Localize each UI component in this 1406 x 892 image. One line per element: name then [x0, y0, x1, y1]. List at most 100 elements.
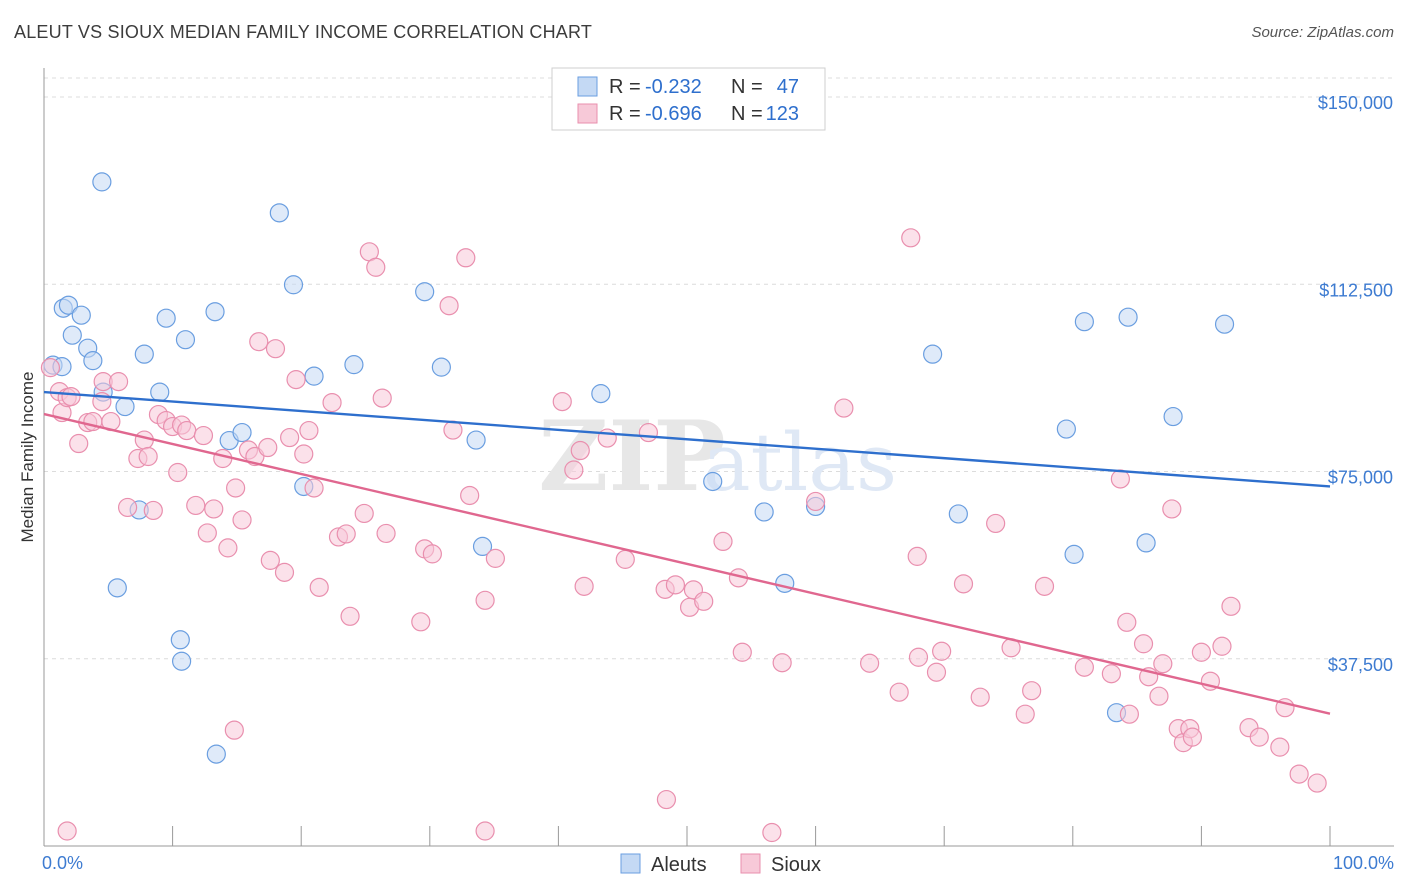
sioux-point — [1015, 704, 1035, 724]
aleuts-point — [172, 651, 192, 671]
sioux-point — [108, 372, 129, 392]
series-legend: Aleuts Sioux — [620, 853, 821, 876]
aleuts-point — [344, 355, 364, 375]
sioux-point — [986, 513, 1006, 534]
watermark-zip: ZIP — [538, 400, 725, 513]
sioux-point — [422, 544, 442, 564]
sioux-point — [1117, 612, 1137, 632]
y-tick-labels: $37,500 $75,000 $112,500 $150,000 — [1318, 93, 1393, 675]
aleuts-point — [923, 344, 943, 364]
aleuts-point — [775, 573, 795, 593]
sioux-point — [456, 248, 476, 268]
sioux-point — [1270, 737, 1290, 757]
legend-bottom-label-aleuts: Aleuts — [651, 854, 707, 876]
aleuts-point — [591, 384, 611, 404]
sioux-point — [40, 358, 61, 378]
aleuts-point — [269, 203, 289, 223]
sioux-point — [615, 549, 635, 569]
sioux-point — [1153, 654, 1173, 674]
sioux-point — [168, 462, 188, 483]
sioux-point — [762, 822, 782, 843]
sioux-point — [265, 339, 286, 359]
sioux-point — [638, 422, 659, 443]
sioux-point — [322, 392, 342, 413]
sioux-point — [1149, 686, 1169, 706]
sioux-point — [218, 538, 238, 558]
sioux-point — [570, 440, 590, 461]
series-sioux-points — [40, 228, 1327, 843]
series-aleuts-points — [43, 172, 1235, 764]
sioux-point — [1249, 727, 1269, 747]
aleuts-point — [62, 325, 82, 345]
aleuts-point — [83, 351, 103, 371]
sioux-point — [1221, 596, 1241, 616]
sioux-point — [732, 642, 752, 662]
sioux-point — [475, 590, 495, 610]
legend-n-value-aleuts: 47 — [777, 76, 799, 98]
sioux-point — [258, 437, 278, 458]
legend-swatch-sioux — [577, 103, 598, 124]
sioux-point — [186, 495, 206, 516]
aleuts-point — [948, 504, 968, 524]
axes — [43, 68, 1394, 847]
sioux-point — [908, 647, 929, 667]
aleuts-point — [1214, 314, 1235, 334]
x-ticks — [43, 826, 1331, 846]
sioux-point — [901, 228, 921, 248]
sioux-point — [1074, 657, 1094, 677]
aleuts-point — [1064, 544, 1084, 564]
sioux-point — [260, 550, 280, 570]
sioux-point — [336, 524, 356, 544]
aleuts-point — [304, 366, 324, 386]
sioux-point — [286, 370, 306, 390]
legend-r-value-sioux: -0.696 — [645, 103, 702, 125]
sioux-point — [694, 591, 714, 611]
x-tick-label-max: 100.0% — [1333, 853, 1394, 873]
aleuts-point — [156, 308, 176, 328]
sioux-point — [834, 398, 854, 418]
y-tick-label: $150,000 — [1318, 93, 1393, 113]
legend-r-value-aleuts: -0.232 — [645, 76, 702, 98]
sioux-point — [117, 497, 138, 518]
aleuts-point — [170, 630, 190, 650]
sioux-point — [1101, 664, 1121, 684]
aleuts-point — [232, 422, 252, 443]
sioux-point — [193, 425, 214, 446]
aleuts-point — [703, 471, 723, 492]
chart-title: ALEUT VS SIOUX MEDIAN FAMILY INCOME CORR… — [14, 22, 593, 42]
sioux-point — [204, 499, 224, 519]
aleuts-point — [1056, 419, 1076, 439]
sioux-point — [439, 296, 459, 316]
legend-n-value-sioux: 123 — [766, 103, 799, 125]
legend-n-label-sioux: N = — [731, 103, 763, 125]
aleuts-point — [283, 275, 304, 295]
sioux-point — [309, 577, 329, 597]
sioux-point — [213, 448, 233, 469]
aleuts-point — [115, 396, 135, 417]
y-tick-label: $112,500 — [1319, 280, 1393, 300]
sioux-point — [274, 562, 295, 582]
sioux-point — [574, 576, 594, 596]
aleuts-point — [472, 536, 493, 557]
y-tick-label: $37,500 — [1328, 655, 1393, 675]
sioux-point — [57, 821, 77, 841]
sioux-point — [597, 428, 617, 448]
sioux-point — [713, 531, 733, 552]
trend-lines — [43, 390, 1331, 715]
sioux-point — [366, 257, 386, 277]
sioux-point — [304, 478, 324, 498]
x-tick-label-min: 0.0% — [42, 853, 83, 873]
sioux-point — [376, 523, 396, 544]
sioux-point — [889, 682, 909, 702]
aleuts-point — [206, 744, 226, 764]
sioux-point — [232, 510, 252, 530]
legend-bottom-swatch-aleuts — [620, 853, 641, 874]
sioux-point — [411, 612, 431, 632]
sioux-point — [197, 523, 217, 543]
aleuts-point — [431, 357, 451, 377]
aleuts-point — [107, 578, 127, 598]
aleuts-point — [754, 502, 774, 522]
sioux-point — [475, 821, 495, 841]
sioux-point — [372, 388, 392, 408]
